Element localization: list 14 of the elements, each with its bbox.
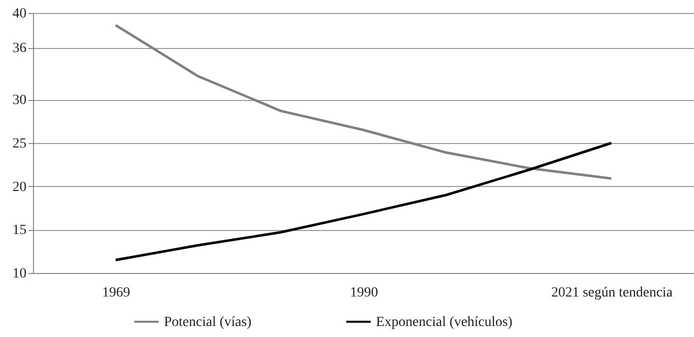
y-tick-label: 36 — [12, 41, 26, 56]
line-series — [114, 142, 613, 262]
x-tick-label: 1990 — [350, 286, 378, 300]
y-tick-label: 40 — [12, 6, 26, 22]
legend-label: Exponencial (vehículos) — [376, 314, 513, 330]
y-tick-label: 15 — [12, 223, 26, 238]
x-tick-label: 2021 según tendencia — [551, 286, 674, 300]
y-tick-label: 25 — [12, 136, 26, 152]
x-tick-label: 1969 — [102, 286, 130, 300]
y-tick-label: 30 — [12, 93, 26, 108]
legend-label: Potencial (vías) — [164, 314, 252, 330]
line-series — [114, 24, 613, 180]
y-tick-label: 20 — [12, 180, 26, 195]
y-tick-label: 10 — [12, 266, 26, 282]
